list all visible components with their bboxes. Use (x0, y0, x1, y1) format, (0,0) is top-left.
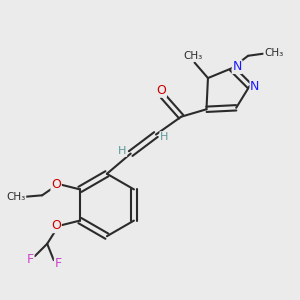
Text: F: F (55, 257, 62, 270)
Text: CH₃: CH₃ (184, 51, 203, 61)
Text: F: F (27, 253, 34, 266)
Text: H: H (160, 132, 169, 142)
Text: CH₃: CH₃ (6, 192, 26, 202)
Text: O: O (156, 84, 166, 97)
Text: O: O (51, 178, 61, 190)
Text: O: O (51, 219, 61, 232)
Text: N: N (250, 80, 260, 93)
Text: CH₃: CH₃ (264, 48, 283, 59)
Text: H: H (118, 146, 127, 156)
Text: N: N (232, 60, 242, 73)
